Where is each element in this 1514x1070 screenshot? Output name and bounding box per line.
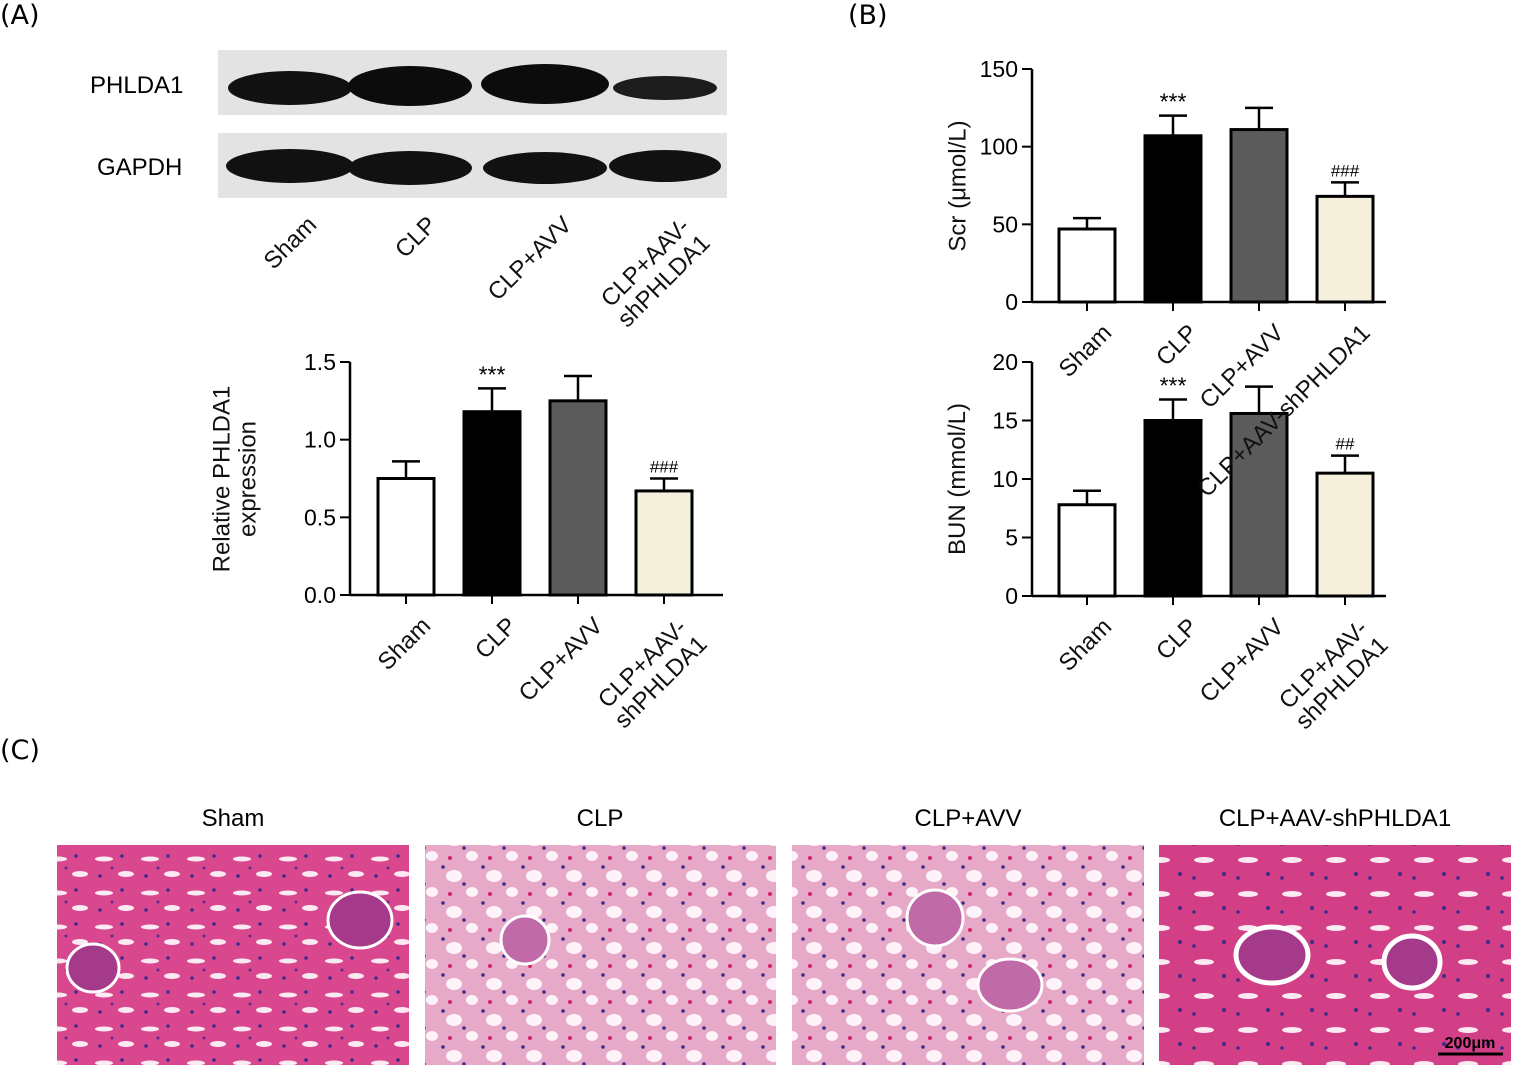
y-tick-label: 0: [1005, 583, 1018, 609]
scale-bar-label: 200μm: [1445, 1035, 1496, 1052]
blot-band: [609, 150, 721, 182]
y-axis-label: Relative PHLDA1 expression: [207, 385, 261, 572]
blot-row-label: GAPDH: [97, 154, 182, 181]
histology-title: Sham: [202, 805, 265, 832]
bar: [1143, 134, 1203, 304]
glomerulus: [1381, 933, 1443, 991]
blot-band: [348, 151, 472, 185]
panel-label: (B): [848, 0, 888, 31]
significance-label: ***: [1160, 372, 1187, 398]
histology-image: [792, 845, 1144, 1065]
significance-label: ##: [1336, 435, 1355, 454]
blot-band: [613, 76, 717, 100]
histology: 200μm Sham CLP CLP+AVV CLP+AAV-shPHLDA1: [57, 805, 1511, 1065]
y-tick-label: 150: [980, 56, 1018, 82]
histology-title: CLP+AAV-shPHLDA1: [1219, 805, 1451, 832]
y-tick-label: 100: [980, 134, 1018, 160]
histology-image: [1159, 845, 1511, 1065]
panel-label: (C): [0, 735, 40, 766]
y-axis-label: Scr (μmol/L): [944, 119, 972, 252]
y-tick-label: 1.5: [304, 349, 336, 375]
y-axis-label: BUN (mmol/L): [944, 402, 972, 556]
panel-label: (A): [0, 0, 40, 31]
y-tick-label: 0.5: [304, 504, 336, 530]
y-tick-label: 20: [992, 349, 1018, 375]
significance-label: ###: [1331, 161, 1360, 180]
bar: [1057, 227, 1117, 304]
western-blot: PHLDA1 GAPDH: [90, 50, 727, 198]
y-tick-label: 15: [992, 408, 1018, 434]
blot-band: [226, 149, 354, 183]
glomerulus: [976, 957, 1044, 1013]
bar: [462, 410, 522, 597]
bar: [1143, 419, 1203, 598]
bar: [634, 489, 694, 597]
y-tick-label: 1.0: [304, 427, 336, 453]
glomerulus: [326, 890, 394, 950]
bar: [1315, 194, 1375, 304]
blot-band: [481, 64, 609, 104]
glomerulus: [499, 914, 551, 966]
significance-label: ###: [650, 458, 679, 477]
y-tick-label: 10: [992, 466, 1018, 492]
y-tick-label: 50: [992, 211, 1018, 237]
y-tick-label: 5: [1005, 525, 1018, 551]
glomerulus: [65, 942, 121, 994]
bar: [376, 477, 436, 597]
blot-band: [348, 66, 472, 106]
histology-title: CLP+AVV: [915, 805, 1022, 832]
blot-band: [228, 71, 352, 105]
significance-label: ***: [1160, 89, 1187, 115]
y-tick-label: 0: [1005, 289, 1018, 315]
bar: [548, 399, 608, 597]
blot-band: [483, 152, 607, 184]
bar: [1229, 128, 1289, 304]
blot-row-label: PHLDA1: [90, 72, 183, 99]
bar: [1057, 503, 1117, 598]
y-tick-label: 0.0: [304, 582, 336, 608]
significance-label: ***: [479, 361, 506, 387]
bar: [1315, 471, 1375, 598]
histology-image: [425, 845, 776, 1065]
glomerulus: [1233, 924, 1311, 986]
histology-title: CLP: [577, 805, 624, 832]
glomerulus: [905, 888, 965, 948]
